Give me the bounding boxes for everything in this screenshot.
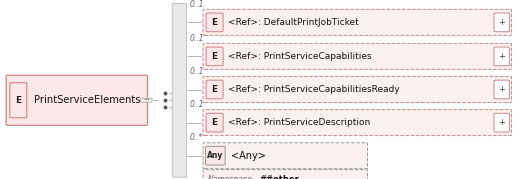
FancyBboxPatch shape (141, 98, 152, 102)
Text: ##other: ##other (260, 175, 300, 179)
Text: : PrintServiceCapabilitiesReady: : PrintServiceCapabilitiesReady (258, 85, 400, 94)
Text: +: + (498, 18, 505, 27)
FancyBboxPatch shape (10, 83, 27, 118)
Text: +: + (498, 118, 505, 127)
Text: E: E (212, 18, 217, 27)
Text: 0..*: 0..* (190, 133, 203, 142)
FancyBboxPatch shape (203, 170, 368, 179)
Text: 0..1: 0..1 (190, 33, 204, 42)
FancyBboxPatch shape (6, 75, 148, 125)
FancyBboxPatch shape (206, 113, 223, 132)
Text: 0..1: 0..1 (190, 100, 204, 109)
FancyBboxPatch shape (494, 47, 509, 66)
Text: +: + (498, 85, 505, 94)
Text: E: E (212, 85, 217, 94)
Text: : PrintServiceCapabilities: : PrintServiceCapabilities (258, 52, 372, 61)
FancyBboxPatch shape (206, 146, 225, 165)
Text: : PrintServiceDescription: : PrintServiceDescription (258, 118, 370, 127)
FancyBboxPatch shape (203, 110, 511, 136)
Text: <Ref>: <Ref> (228, 118, 258, 127)
Text: E: E (212, 52, 217, 61)
Text: PrintServiceElements: PrintServiceElements (34, 95, 140, 105)
Text: Namespace: Namespace (208, 175, 253, 179)
FancyBboxPatch shape (494, 80, 509, 99)
Text: : DefaultPrintJobTicket: : DefaultPrintJobTicket (258, 18, 359, 27)
FancyBboxPatch shape (494, 13, 509, 32)
FancyBboxPatch shape (203, 43, 511, 69)
FancyBboxPatch shape (206, 47, 223, 66)
Text: <Any>: <Any> (231, 151, 266, 161)
FancyBboxPatch shape (494, 113, 509, 132)
Text: 0..1: 0..1 (190, 0, 204, 8)
FancyBboxPatch shape (203, 77, 511, 102)
Text: E: E (212, 118, 217, 127)
FancyBboxPatch shape (206, 13, 223, 32)
FancyBboxPatch shape (206, 80, 223, 99)
Text: <Ref>: <Ref> (228, 85, 258, 94)
Text: <Ref>: <Ref> (228, 52, 258, 61)
FancyBboxPatch shape (203, 143, 368, 169)
Text: E: E (15, 96, 21, 105)
Text: <Ref>: <Ref> (228, 18, 258, 27)
FancyBboxPatch shape (203, 9, 511, 35)
Text: +: + (498, 52, 505, 61)
Text: −: − (143, 97, 150, 103)
Text: 0..1: 0..1 (190, 67, 204, 76)
Text: Any: Any (207, 151, 224, 160)
FancyBboxPatch shape (172, 4, 187, 177)
